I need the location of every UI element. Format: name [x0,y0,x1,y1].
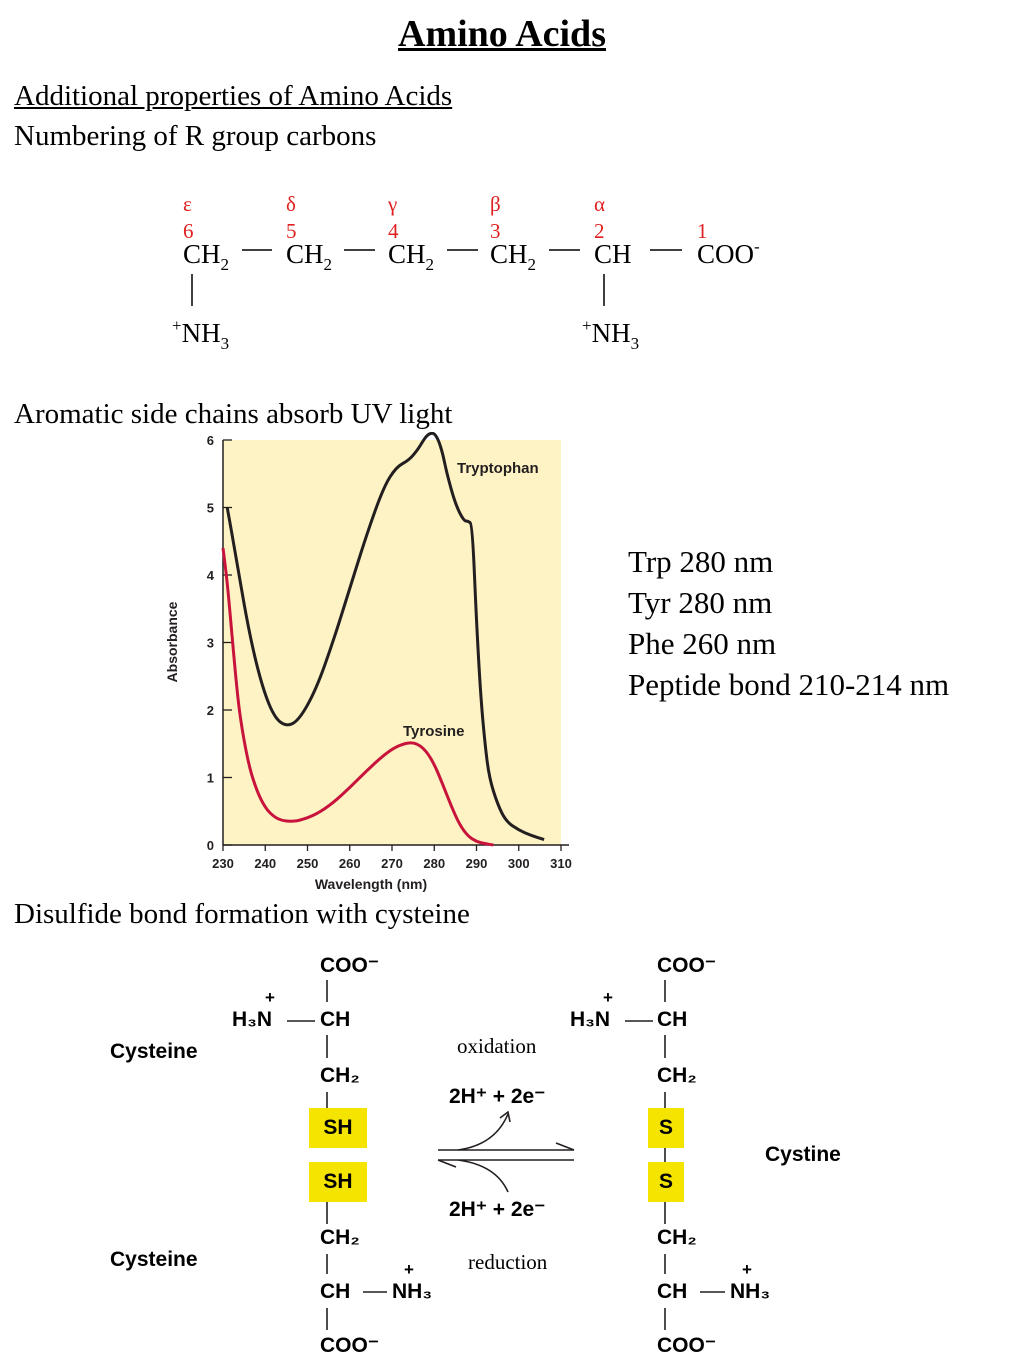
greek-epsilon: ε [183,192,192,216]
right-coo-bottom: COO⁻ [657,1334,716,1357]
x-tick-label-300: 300 [508,856,530,871]
y-tick-label-3: 3 [207,636,214,651]
x-tick-label-250: 250 [297,856,319,871]
carbon-number-6: 6 [183,219,194,243]
greek-beta: β [490,192,501,216]
series-line-tryptophan [225,432,545,842]
carbon-number-1: 1 [697,219,708,243]
right-nh3: NH₃ [730,1280,771,1303]
x-tick-label-310: 310 [550,856,572,871]
label-cysteine-top: Cysteine [110,1040,198,1063]
chain-bonds [191,249,682,306]
left-sh-bottom-highlight: SH [309,1162,367,1202]
greek-delta: δ [286,192,296,216]
oxidation-arrowhead [499,1110,511,1123]
y-tick-label-0: 0 [207,838,214,853]
note-trp: Trp 280 nm [628,544,774,579]
reduction-reactants: 2H⁺ + 2e⁻ [449,1198,546,1221]
right-h3n: H₃N [570,1008,611,1031]
right-s-bottom-highlight: S [648,1162,684,1202]
oxidation-products: 2H⁺ + 2e⁻ [449,1085,546,1108]
forward-arrow-head [555,1142,575,1151]
left-ch-top: CH [320,1008,351,1031]
left-plus-top: + [265,988,275,1007]
x-axis-label: Wavelength (nm) [315,876,427,892]
reduction-label: reduction [468,1250,548,1274]
label-cystine: Cystine [765,1143,841,1166]
section-heading-disulfide: Disulfide bond formation with cysteine [14,898,470,930]
x-tick-label-240: 240 [254,856,276,871]
group-ch2-4: CH2 [388,239,435,274]
x-tick-label-290: 290 [466,856,488,871]
reaction-bonds-and-arrows [287,980,725,1330]
reverse-arrow-head [437,1159,457,1168]
left-coo-top: COO⁻ [320,954,379,977]
left-coo-bottom: COO⁻ [320,1334,379,1357]
page-title: Amino Acids [398,13,606,55]
amine-alpha: +NH3 [582,316,640,353]
left-nh3: NH₃ [392,1280,433,1303]
plot-background [223,440,561,845]
left-ch-bottom: CH [320,1280,351,1303]
left-h3n: H₃N [232,1008,273,1031]
note-peptide-bond: Peptide bond 210-214 nm [628,667,950,702]
section-subheading-numbering: Numbering of R group carbons [14,120,377,152]
right-ch-top: CH [657,1008,688,1031]
label-cysteine-bottom: Cysteine [110,1248,198,1271]
note-phe: Phe 260 nm [628,626,777,661]
y-tick-label-4: 4 [207,568,215,583]
y-tick-label-6: 6 [207,433,214,448]
series-label-tyrosine: Tyrosine [403,723,464,740]
group-coo-1: COO- [697,237,760,269]
oxidation-curved-arrow [457,1113,509,1151]
group-ch2-5: CH2 [286,239,333,274]
section-heading-properties: Additional properties of Amino Acids [14,80,453,112]
uv-absorbance-chart: 0 1 2 3 4 5 6 230 240 250 260 270 280 290 300 310 Trypt… [164,432,572,892]
group-ch2-3: CH2 [490,239,537,274]
left-ch2-top: CH₂ [320,1064,360,1087]
x-tick-label-280: 280 [423,856,445,871]
y-tick-label-2: 2 [207,703,214,718]
y-tick-label-5: 5 [207,501,214,516]
carbon-number-3: 3 [490,219,501,243]
right-coo-top: COO⁻ [657,954,716,977]
amine-epsilon: +NH3 [172,316,230,353]
x-tick-label-270: 270 [381,856,403,871]
note-tyr: Tyr 280 nm [628,585,773,620]
right-plus-top: + [603,988,613,1007]
right-ch2-top: CH₂ [657,1064,697,1087]
x-tick-label-230: 230 [212,856,234,871]
series-line-tyrosine [221,547,494,847]
greek-alpha: α [594,192,606,216]
carbon-number-2: 2 [594,219,605,243]
left-ch2-bottom: CH₂ [320,1226,360,1249]
left-plus-bottom: + [404,1260,414,1279]
oxidation-label: oxidation [457,1034,537,1058]
carbon-number-5: 5 [286,219,297,243]
x-tick-label-260: 260 [339,856,361,871]
section-heading-aromatic: Aromatic side chains absorb UV light [14,398,453,430]
series-label-tryptophan: Tryptophan [457,460,539,477]
carbon-number-4: 4 [388,219,399,243]
right-plus-bottom: + [742,1260,752,1279]
left-sh-top-highlight: SH [309,1108,367,1148]
absorbance-notes: Trp 280 nm Tyr 280 nm Phe 260 nm Peptide… [628,541,949,705]
reduction-curved-arrow [457,1159,509,1193]
right-ch2-bottom: CH₂ [657,1226,697,1249]
group-ch-2: CH [594,239,632,269]
y-axis-label: Absorbance [164,601,180,682]
group-ch2-6: CH2 [183,239,230,274]
right-ch-bottom: CH [657,1280,688,1303]
y-tick-label-1: 1 [207,771,214,786]
right-s-top-highlight: S [648,1108,684,1148]
greek-gamma: γ [388,192,398,216]
